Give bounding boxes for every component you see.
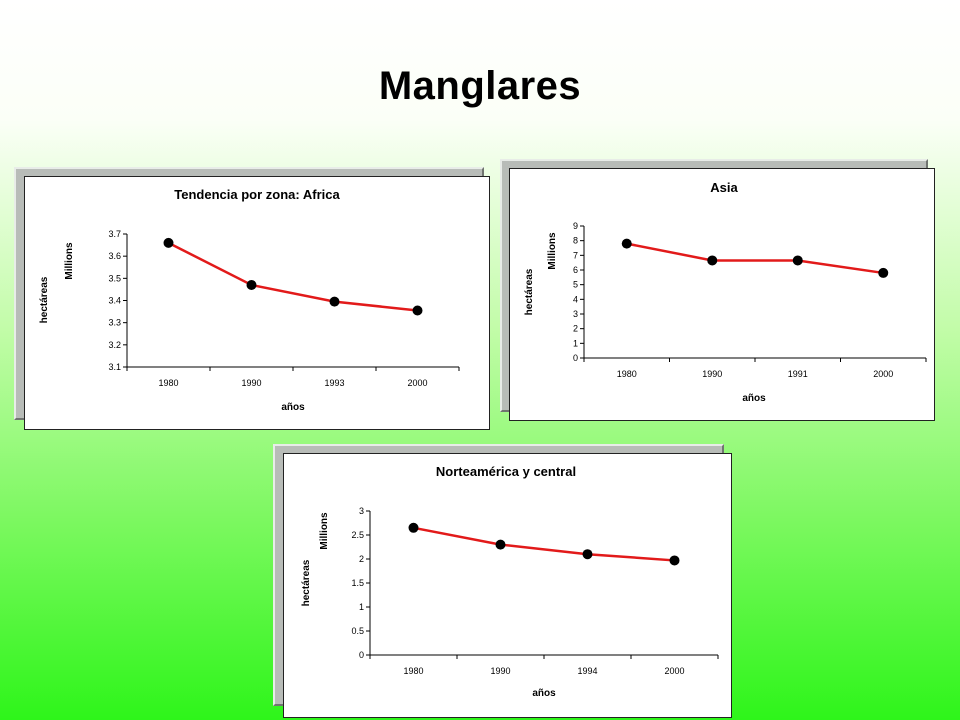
y-tick-label: 3.2 — [108, 340, 121, 350]
series-line — [167, 241, 418, 312]
y-tick-label: 8 — [573, 236, 578, 246]
data-point — [707, 255, 718, 266]
chart-norteamerica: Norteamérica y central 0 0.5 1 1.5 2 2.5 3 1980 1… — [301, 464, 719, 699]
data-point — [878, 267, 889, 278]
y-tick-label: 3.5 — [108, 273, 121, 283]
x-tick-label: 1991 — [788, 369, 808, 379]
chart-asia: Asia 0 1 2 3 4 5 6 7 8 9 1980 1990 1991 2000 años hectár… — [524, 180, 927, 404]
y-tick-label: 2 — [573, 324, 578, 334]
y-tick-label: 3.4 — [108, 296, 121, 306]
y-tick-label: 1 — [359, 602, 364, 612]
x-tick-label: 1994 — [577, 666, 597, 676]
data-point — [412, 305, 423, 316]
y-tick-label: 1 — [573, 338, 578, 348]
chart-asia-panel: Asia 0 1 2 3 4 5 6 7 8 9 1980 1990 1991 2000 años hectár… — [509, 168, 935, 421]
chart-africa-panel: Tendencia por zona: Africa 3.1 3.2 3.3 3.4 3.… — [24, 176, 490, 430]
y-tick-label: 3.1 — [108, 362, 121, 372]
data-point — [582, 549, 593, 560]
y-axis-label: hectáreas — [39, 276, 50, 323]
y-tick-label: 5 — [573, 280, 578, 290]
series-line — [626, 242, 884, 275]
y-tick-label: 7 — [573, 250, 578, 260]
y-tick-label: 3.6 — [108, 251, 121, 261]
x-tick-label: 1990 — [241, 378, 261, 388]
data-point — [408, 522, 419, 533]
x-tick-label: 1993 — [324, 378, 344, 388]
x-tick-label: 2000 — [407, 378, 427, 388]
data-point — [669, 555, 680, 566]
chart-africa: Tendencia por zona: Africa 3.1 3.2 3.3 3.4 3.… — [39, 187, 460, 413]
y-tick-label: 1.5 — [351, 578, 364, 588]
x-axis-label: años — [532, 688, 556, 699]
data-point — [163, 237, 174, 248]
x-tick-label: 1990 — [702, 369, 722, 379]
x-tick-label: 2000 — [873, 369, 893, 379]
y-tick-label: 3 — [573, 309, 578, 319]
y-tick-label: 3.3 — [108, 318, 121, 328]
y-tick-label: 9 — [573, 221, 578, 231]
y-unit-label: Millions — [319, 512, 330, 550]
data-point — [495, 539, 506, 550]
data-point — [246, 279, 257, 290]
x-axis-label: años — [281, 402, 305, 413]
data-point — [621, 238, 632, 249]
y-axis-label: hectáreas — [301, 559, 312, 606]
data-point — [792, 255, 803, 266]
y-tick-label: 3 — [359, 506, 364, 516]
chart-title: Norteamérica y central — [436, 464, 576, 479]
slide-title: Manglares — [378, 64, 582, 108]
y-tick-label: 2 — [359, 554, 364, 564]
y-tick-label: 2.5 — [351, 530, 364, 540]
y-tick-label: 6 — [573, 265, 578, 275]
y-unit-label: Millions — [547, 232, 558, 270]
y-axis-label: hectáreas — [524, 268, 535, 315]
chart-title: Asia — [710, 180, 738, 195]
y-tick-label: 0 — [573, 353, 578, 363]
x-axis-label: años — [742, 393, 766, 404]
x-tick-label: 1980 — [158, 378, 178, 388]
chart-title: Tendencia por zona: Africa — [174, 187, 340, 202]
x-tick-label: 2000 — [664, 666, 684, 676]
y-tick-label: 3.7 — [108, 229, 121, 239]
x-tick-label: 1980 — [403, 666, 423, 676]
y-unit-label: Millions — [64, 242, 75, 280]
y-tick-label: 0.5 — [351, 626, 364, 636]
chart-norteamerica-panel: Norteamérica y central 0 0.5 1 1.5 2 2.5 3 1980 1… — [283, 453, 732, 718]
x-tick-label: 1990 — [490, 666, 510, 676]
y-tick-label: 0 — [359, 650, 364, 660]
data-point — [329, 296, 340, 307]
y-tick-label: 4 — [573, 294, 578, 304]
series-line — [413, 526, 675, 562]
x-tick-label: 1980 — [617, 369, 637, 379]
